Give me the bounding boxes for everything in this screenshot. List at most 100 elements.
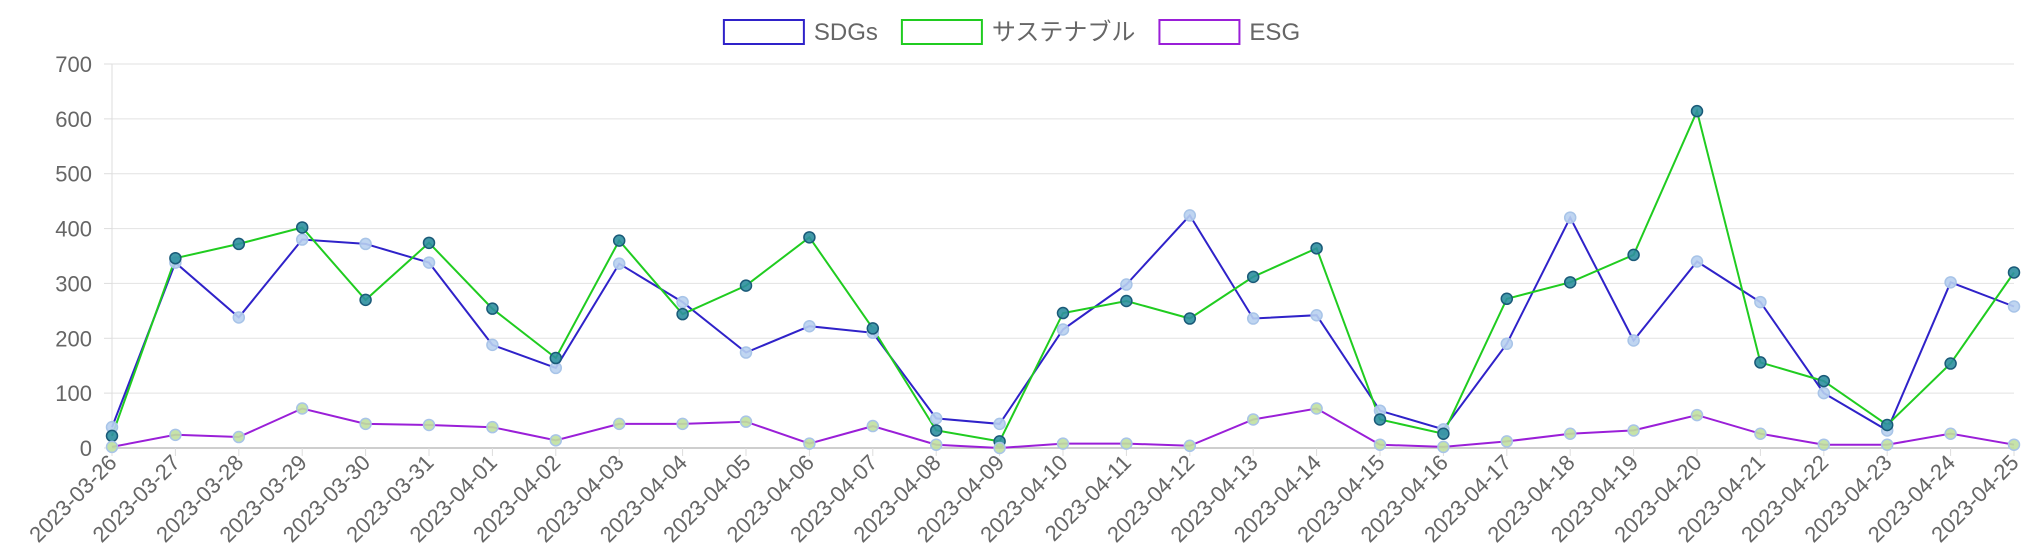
data-point[interactable] [549, 434, 563, 447]
data-point[interactable] [739, 279, 753, 292]
data-point[interactable] [232, 311, 246, 324]
data-point[interactable] [1563, 211, 1577, 224]
data-point[interactable] [993, 417, 1006, 431]
data-point[interactable] [866, 322, 880, 335]
data-point[interactable] [1944, 276, 1957, 289]
data-point[interactable] [2007, 438, 2021, 451]
data-point[interactable] [422, 418, 436, 432]
data-point[interactable] [1500, 435, 1514, 448]
data-point[interactable] [1817, 374, 1831, 388]
data-point[interactable] [169, 251, 182, 265]
data-point[interactable] [1754, 356, 1767, 369]
y-tick-label: 300 [55, 271, 92, 296]
data-point[interactable] [1246, 270, 1260, 284]
data-point[interactable] [1120, 278, 1133, 291]
data-point[interactable] [612, 234, 626, 247]
data-point[interactable] [929, 438, 943, 451]
series-line-1 [111, 108, 2015, 443]
data-point[interactable] [676, 295, 689, 309]
data-point[interactable] [929, 412, 943, 425]
data-point[interactable] [1627, 334, 1640, 347]
data-point[interactable] [1246, 413, 1260, 426]
data-point[interactable] [1120, 294, 1133, 308]
data-point[interactable] [295, 233, 309, 246]
data-point[interactable] [1500, 337, 1514, 351]
series-points [105, 104, 2021, 455]
data-point[interactable] [1310, 242, 1323, 255]
data-point[interactable] [1310, 402, 1323, 415]
data-point[interactable] [1880, 438, 1894, 451]
data-point[interactable] [486, 302, 499, 315]
data-point[interactable] [1627, 424, 1640, 437]
data-point[interactable] [1817, 438, 1831, 451]
data-point[interactable] [803, 437, 816, 450]
data-point[interactable] [1944, 357, 1957, 370]
y-axis-ticks: 0 100 200 300 400 500 600 700 [55, 52, 92, 461]
data-point[interactable] [1373, 413, 1387, 426]
data-point[interactable] [1944, 427, 1957, 440]
legend-swatch [900, 19, 983, 45]
data-point[interactable] [739, 346, 753, 359]
data-point[interactable] [612, 417, 626, 431]
data-point[interactable] [295, 221, 309, 234]
data-point[interactable] [1056, 323, 1070, 336]
data-point[interactable] [1563, 427, 1577, 440]
data-point[interactable] [1183, 439, 1197, 453]
data-point[interactable] [739, 415, 753, 428]
data-point[interactable] [803, 319, 816, 333]
data-point[interactable] [803, 231, 816, 244]
data-point[interactable] [676, 417, 689, 431]
data-point[interactable] [169, 428, 182, 442]
data-point[interactable] [1437, 440, 1450, 454]
data-point[interactable] [1754, 295, 1767, 309]
data-point[interactable] [1563, 276, 1577, 289]
data-point[interactable] [549, 351, 563, 365]
data-point[interactable] [1183, 312, 1197, 325]
data-point[interactable] [1690, 408, 1704, 422]
data-point[interactable] [1500, 292, 1514, 306]
legend-label: SDGs [814, 19, 878, 46]
data-point[interactable] [232, 237, 246, 251]
data-point[interactable] [232, 430, 246, 444]
data-point[interactable] [1373, 438, 1387, 451]
y-tick-label: 500 [55, 162, 92, 187]
data-point[interactable] [486, 420, 499, 434]
data-point[interactable] [2007, 300, 2021, 313]
data-point[interactable] [2007, 266, 2021, 279]
data-point[interactable] [359, 237, 372, 251]
data-point[interactable] [1880, 418, 1894, 432]
data-point[interactable] [295, 402, 309, 415]
data-point[interactable] [1246, 312, 1260, 325]
data-point[interactable] [1817, 386, 1831, 400]
data-point[interactable] [1627, 248, 1640, 262]
data-point[interactable] [359, 417, 372, 431]
legend-item-0[interactable]: SDGs [722, 19, 878, 46]
data-point[interactable] [105, 429, 119, 443]
y-tick-label: 400 [55, 217, 92, 242]
data-point[interactable] [1310, 308, 1323, 322]
data-point[interactable] [359, 293, 372, 307]
data-point[interactable] [1754, 427, 1767, 440]
data-point[interactable] [612, 257, 626, 270]
data-point[interactable] [422, 236, 436, 250]
data-point[interactable] [1690, 255, 1704, 268]
data-point[interactable] [105, 440, 119, 454]
chart-legend[interactable]: SDGs サステナブル ESG [722, 19, 1300, 46]
data-point[interactable] [993, 441, 1006, 455]
data-point[interactable] [929, 424, 943, 437]
data-point[interactable] [676, 307, 689, 321]
legend-item-2[interactable]: ESG [1158, 19, 1300, 46]
data-point[interactable] [1056, 437, 1070, 450]
data-point[interactable] [1690, 104, 1704, 118]
gridlines [104, 63, 2015, 456]
data-point[interactable] [1183, 209, 1197, 222]
data-point[interactable] [866, 419, 880, 433]
y-tick-label: 100 [55, 381, 92, 406]
legend-item-1[interactable]: サステナブル [900, 19, 1136, 46]
data-point[interactable] [1056, 306, 1070, 320]
legend-swatch [722, 19, 805, 45]
data-point[interactable] [1120, 437, 1133, 450]
data-point[interactable] [486, 338, 499, 352]
data-point[interactable] [1437, 427, 1450, 440]
data-point[interactable] [422, 256, 436, 269]
